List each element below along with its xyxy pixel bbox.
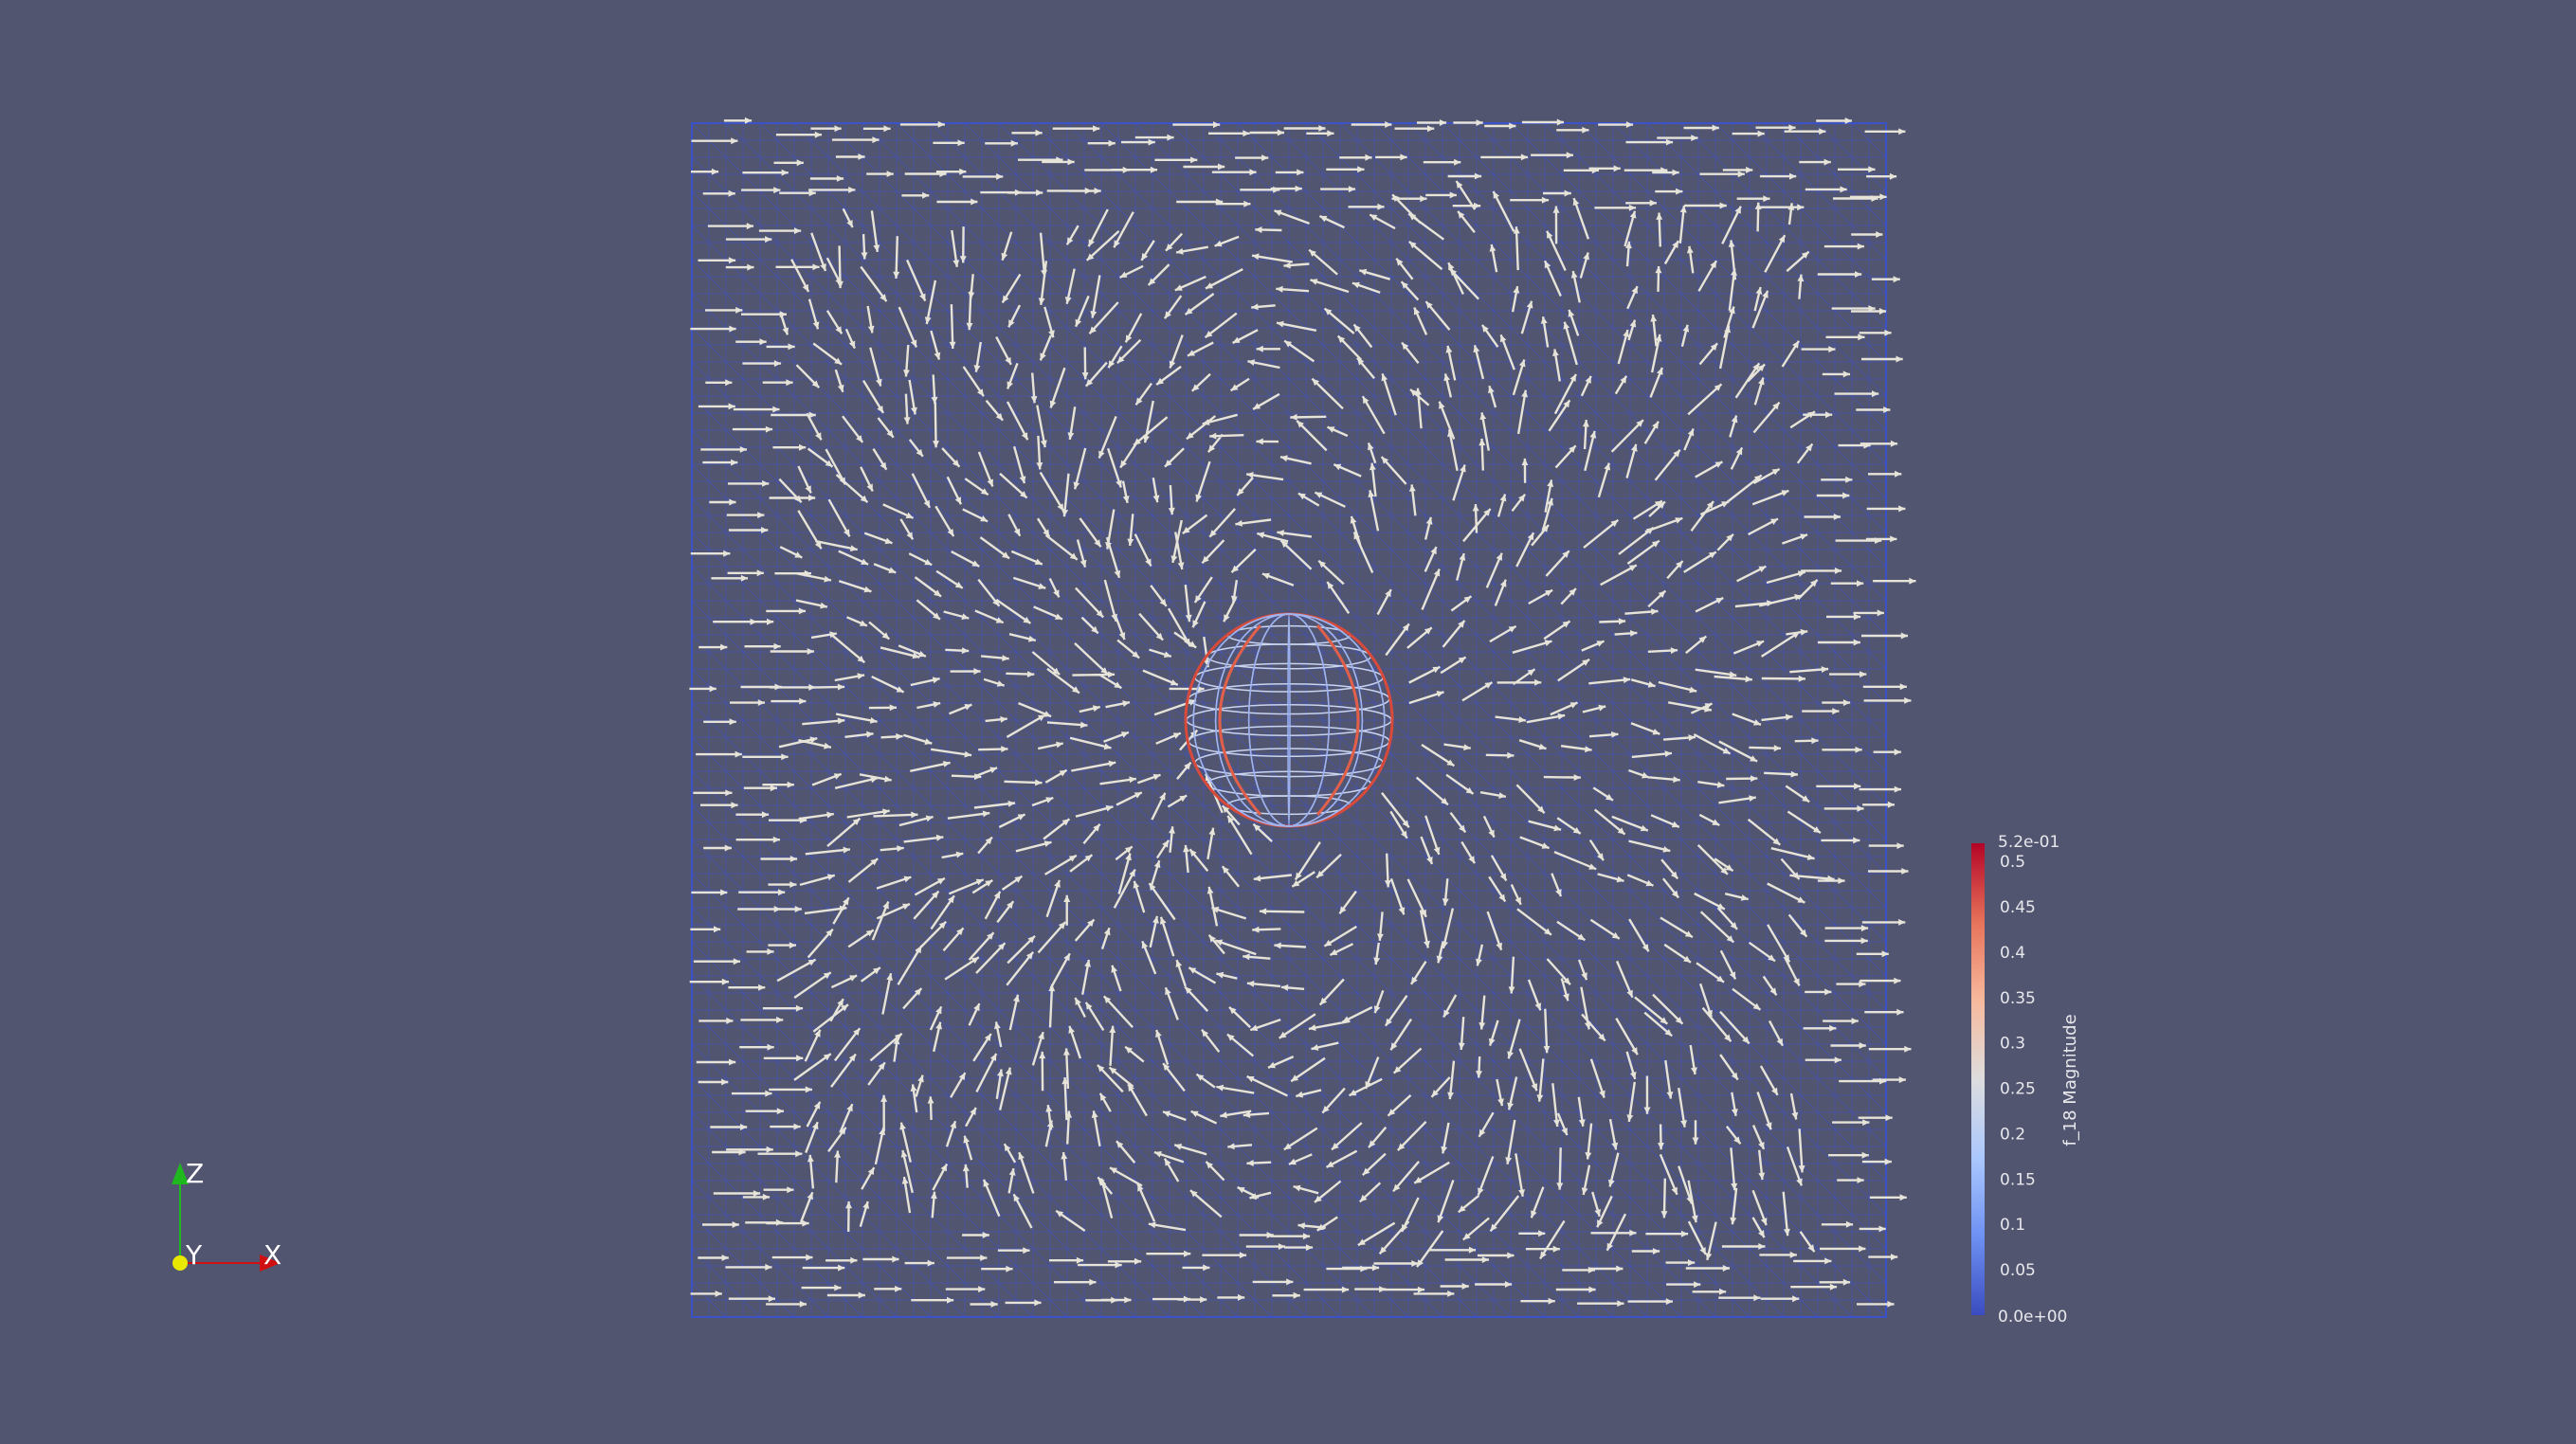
vector-glyphs (689, 117, 1916, 1308)
colorbar-tick-label: 0.2 (2000, 1125, 2025, 1144)
x-axis-label: X (263, 1239, 281, 1271)
colorbar-tick-label: 0.45 (2000, 898, 2036, 917)
sphere-wireframe (1184, 612, 1394, 828)
z-axis-arrowhead (172, 1163, 189, 1184)
color-legend[interactable]: 5.2e-01 0.0e+00 0.5 0.45 0.4 0.35 0.3 0.25 0.2… (1971, 833, 2080, 1327)
colorbar-gradient (1971, 843, 1985, 1315)
colorbar-max-label: 5.2e-01 (1998, 833, 2059, 852)
colorbar-tick-label: 0.3 (2000, 1035, 2025, 1054)
colorbar-tick-label: 0.15 (2000, 1170, 2036, 1189)
colorbar-tick-label: 0.35 (2000, 989, 2036, 1008)
y-axis-label: Y (185, 1239, 203, 1271)
sphere-high-magnitude-rim (1315, 624, 1360, 816)
colorbar-tick-label: 0.05 (2000, 1261, 2036, 1280)
glyph-shafts (689, 119, 1916, 1306)
x-axis-arrowhead (260, 1254, 281, 1272)
y-axis-dot (172, 1255, 188, 1271)
sphere-high-magnitude-rim (1218, 624, 1262, 816)
colorbar-ticks: 0.5 0.45 0.4 0.35 0.3 0.25 0.2 0.15 0.1 0.05 (2000, 853, 2036, 1280)
colorbar-tick-label: 0.4 (2000, 944, 2025, 963)
z-axis-label: Z (186, 1158, 204, 1189)
sphere-meridian-line (1192, 613, 1386, 827)
colorbar-tick-label: 0.25 (2000, 1080, 2036, 1099)
colorbar-tick-label: 0.1 (2000, 1216, 2025, 1235)
orientation-axes: Z Y X (172, 1158, 281, 1272)
colorbar-min-label: 0.0e+00 (1998, 1308, 2067, 1327)
colorbar-title: f_18 Magnitude (2060, 1014, 2080, 1146)
colorbar-tick-label: 0.5 (2000, 853, 2025, 872)
